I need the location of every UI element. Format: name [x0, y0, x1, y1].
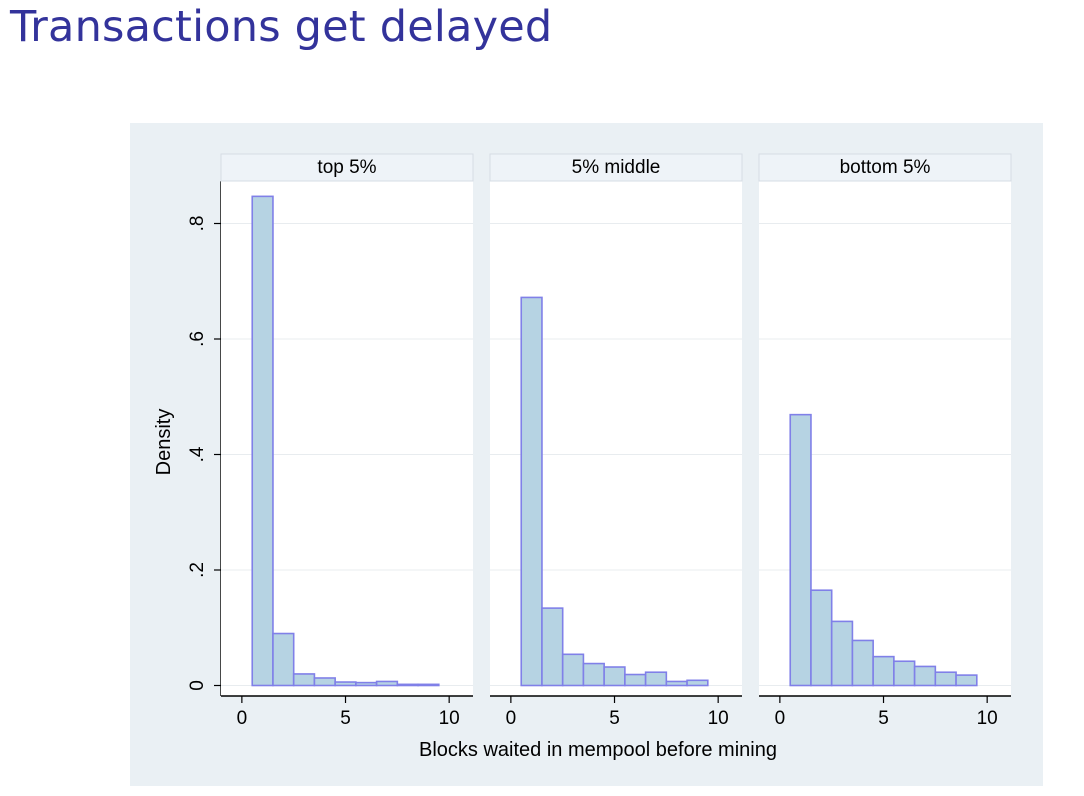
- histogram-bar: [313, 677, 336, 687]
- x-tick-label: 5: [878, 708, 889, 729]
- y-tick-label: .8: [187, 216, 208, 232]
- panel-title: bottom 5%: [840, 157, 931, 178]
- panels: top 5% 0 5 10 5% middle 0 5 10 bottom 5% 0 5 10: [220, 153, 1012, 729]
- x-tick-label: 10: [439, 708, 460, 729]
- histogram-bar: [417, 683, 440, 687]
- panel-title: 5% middle: [572, 157, 661, 178]
- histogram-bar: [830, 620, 854, 687]
- histogram-bar: [893, 660, 916, 687]
- panel-title: top 5%: [317, 157, 376, 178]
- y-axis: 0 .2 .4 .6 .8: [187, 181, 222, 696]
- histogram-bar: [913, 665, 937, 687]
- x-tick-label: 10: [708, 708, 729, 729]
- panel-3: bottom 5% 0 5 10: [758, 153, 1012, 729]
- panel-strip: [758, 153, 1012, 182]
- slide-title: Transactions get delayed: [10, 2, 553, 52]
- histogram-bar: [541, 607, 564, 687]
- y-tick-label: .4: [187, 446, 208, 462]
- histogram-bar: [375, 680, 399, 687]
- x-tick-label: 0: [775, 708, 786, 729]
- histogram-bar: [355, 681, 378, 687]
- histogram-bar: [396, 683, 419, 687]
- y-tick-label: 0: [187, 680, 208, 691]
- histogram-bar: [561, 653, 585, 687]
- histogram-bar: [251, 195, 274, 687]
- histogram-bar: [686, 679, 709, 687]
- histogram-bar: [292, 673, 316, 687]
- panel-2: 5% middle 0 5 10: [489, 153, 743, 729]
- panel-strip: [220, 153, 474, 182]
- histogram-bar: [851, 639, 874, 687]
- x-tick-label: 10: [977, 708, 998, 729]
- histogram-bar: [334, 681, 357, 687]
- y-tick-label: .6: [187, 331, 208, 347]
- histogram-bar: [872, 655, 895, 687]
- y-tick-label: .2: [187, 562, 208, 578]
- histogram-bar: [603, 666, 626, 687]
- histogram-bar: [665, 680, 688, 687]
- panel-1: top 5% 0 5 10: [220, 153, 474, 729]
- histogram-bar: [582, 662, 605, 687]
- x-tick-label: 0: [506, 708, 517, 729]
- histogram-bar: [272, 632, 295, 687]
- histogram-bar: [934, 671, 957, 687]
- histogram-bar: [624, 673, 647, 687]
- panel-strip: [489, 153, 743, 182]
- x-tick-label: 0: [237, 708, 248, 729]
- histogram-bar: [644, 671, 668, 687]
- histogram-bar: [520, 296, 543, 687]
- x-tick-label: 5: [340, 708, 351, 729]
- histogram-bar: [789, 413, 812, 687]
- y-axis-title: Density: [153, 409, 175, 476]
- x-tick-label: 5: [609, 708, 620, 729]
- histogram-bar: [810, 589, 833, 687]
- x-axis-title: Blocks waited in mempool before mining: [419, 739, 777, 761]
- histogram-bar: [955, 674, 978, 687]
